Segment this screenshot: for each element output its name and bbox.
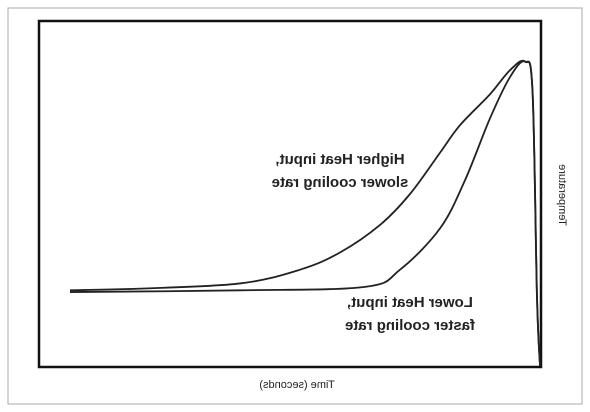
plot-area [37, 19, 543, 369]
annotation: slower cooling rate [272, 174, 409, 191]
annotation: Higher Heat input, [275, 151, 404, 168]
y-axis-label: Temperature [556, 164, 568, 226]
frame [7, 7, 583, 405]
x-axis-label: Time (seconds) [259, 379, 334, 391]
curve [69, 60, 541, 367]
annotation: Lower Heat input, [347, 294, 473, 311]
annotation: faster cooling rate [345, 317, 475, 334]
